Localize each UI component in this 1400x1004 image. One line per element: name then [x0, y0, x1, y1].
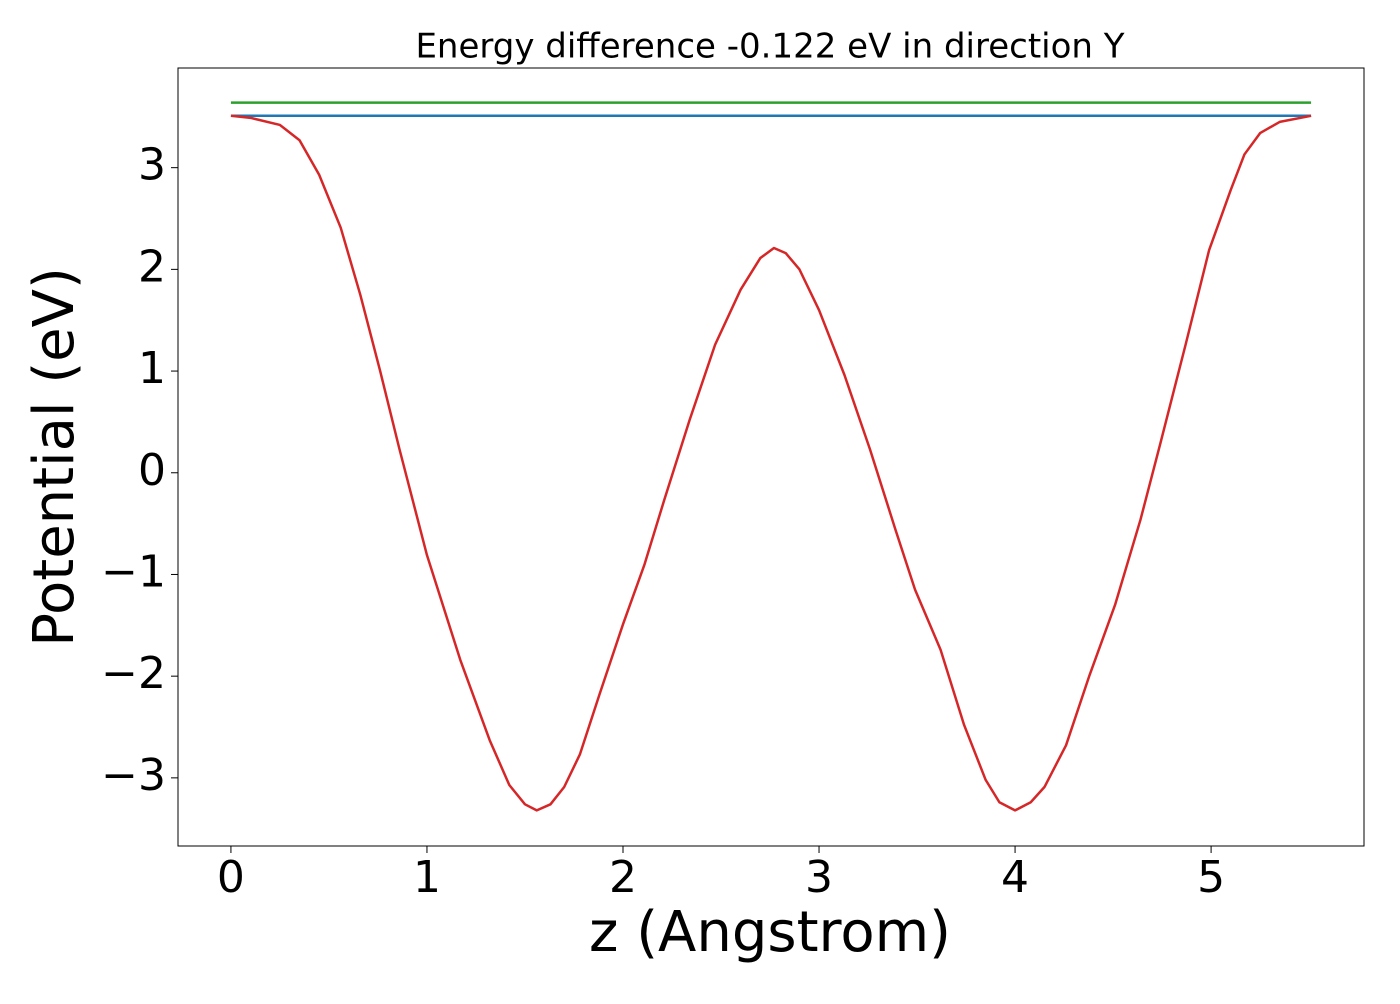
x-tick-label: 0	[217, 852, 245, 903]
x-tick-label: 2	[609, 852, 637, 903]
x-tick-label: 4	[1001, 852, 1029, 903]
y-tick-label: 1	[138, 343, 166, 394]
series-line	[230, 114, 1312, 812]
y-tick-label: 3	[138, 140, 166, 191]
y-axis-label: Potential (eV)	[22, 267, 87, 647]
chart-title: Energy difference -0.122 eV in direction…	[415, 27, 1124, 67]
x-axis-label: z (Angstrom)	[589, 900, 951, 965]
y-tick-label: −2	[101, 648, 166, 699]
x-tick-label: 5	[1197, 852, 1225, 903]
y-tick-label: 0	[138, 445, 166, 496]
plot-frame	[177, 67, 1365, 847]
y-tick-label: −3	[101, 750, 166, 801]
x-tick-label: 3	[805, 852, 833, 903]
y-tick-label: −1	[101, 546, 166, 597]
x-tick-label: 1	[413, 852, 441, 903]
y-tick-label: 2	[138, 241, 166, 292]
